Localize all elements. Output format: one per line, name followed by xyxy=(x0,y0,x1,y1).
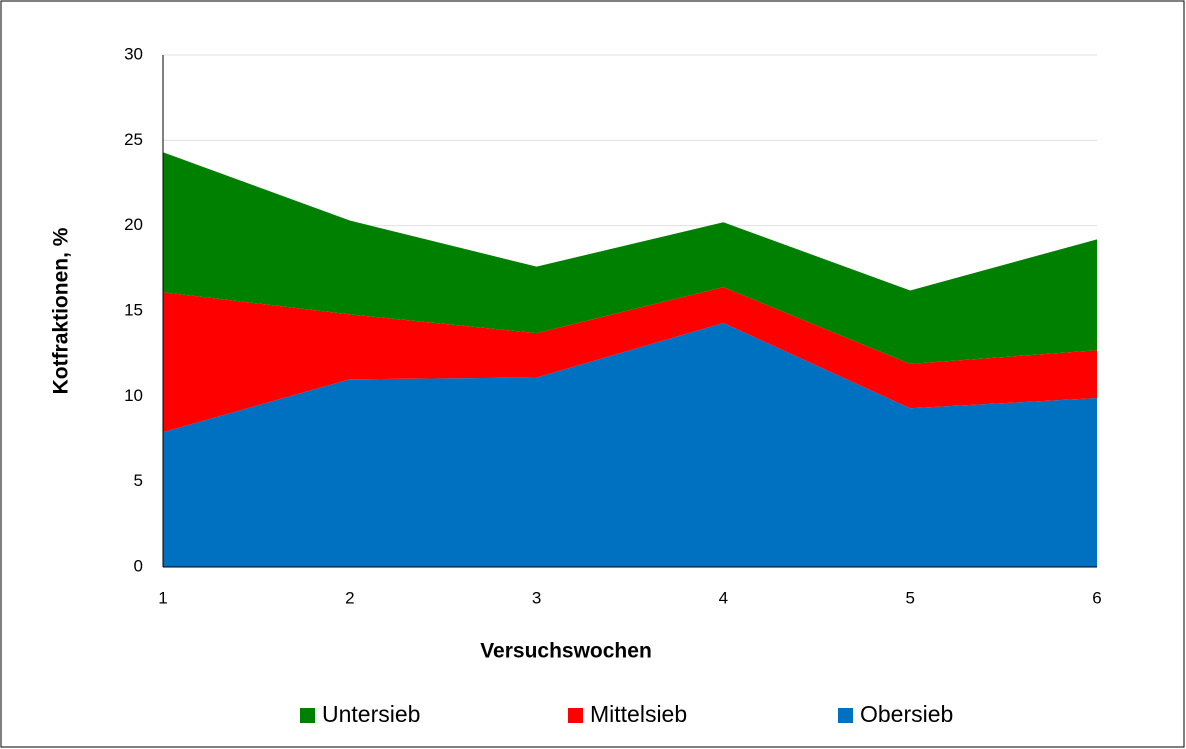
legend-swatch xyxy=(838,708,853,723)
x-tick-label: 3 xyxy=(532,588,541,607)
x-axis-title: Versuchswochen xyxy=(480,640,652,663)
y-tick-label: 5 xyxy=(134,471,143,490)
legend-label: Untersieb xyxy=(322,701,420,727)
x-tick-label: 2 xyxy=(345,588,354,607)
y-tick-label: 20 xyxy=(124,215,143,234)
y-tick-label: 10 xyxy=(124,386,143,405)
legend-swatch xyxy=(300,708,315,723)
legend-swatch xyxy=(568,708,583,723)
y-tick-label: 25 xyxy=(124,130,143,149)
area xyxy=(163,322,1097,567)
y-axis-title: Kotfraktionen, % xyxy=(50,227,73,394)
area xyxy=(163,287,1097,433)
y-tick-label: 15 xyxy=(124,300,143,319)
legend-label: Obersieb xyxy=(860,701,953,727)
legend-label: Mittelsieb xyxy=(590,701,687,727)
y-tick-label: 30 xyxy=(124,44,143,63)
x-tick-label: 4 xyxy=(719,588,728,607)
x-tick-label: 5 xyxy=(905,588,914,607)
x-tick-label: 6 xyxy=(1092,588,1101,607)
area xyxy=(163,152,1097,364)
y-tick-label: 0 xyxy=(134,556,143,575)
x-tick-label: 1 xyxy=(158,588,167,607)
